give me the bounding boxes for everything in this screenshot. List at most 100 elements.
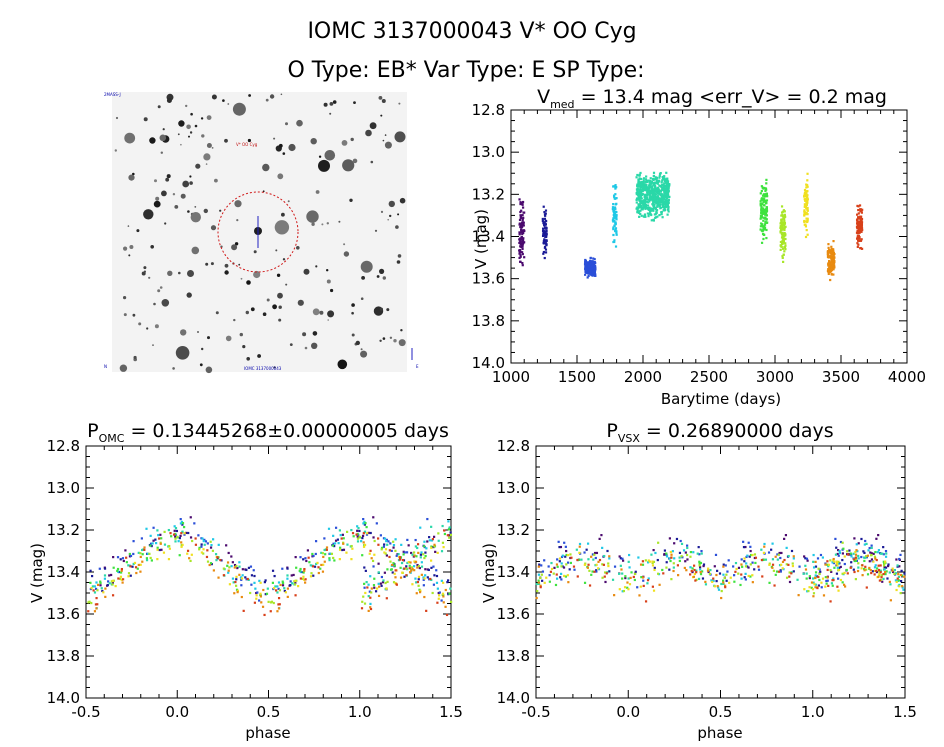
data-point — [740, 558, 743, 561]
data-point — [843, 562, 846, 566]
data-point — [562, 566, 566, 569]
data-point — [585, 271, 588, 274]
data-point — [663, 182, 666, 185]
data-point — [226, 561, 230, 564]
data-point — [128, 552, 131, 556]
data-point — [386, 568, 389, 571]
data-point — [322, 563, 325, 566]
data-point — [857, 562, 860, 565]
data-point — [734, 561, 738, 565]
data-point — [410, 569, 413, 572]
data-point — [334, 539, 338, 542]
data-point — [805, 186, 808, 189]
data-point — [665, 179, 668, 182]
data-point — [262, 588, 265, 592]
data-point — [779, 225, 782, 228]
data-point — [839, 540, 843, 544]
data-point — [363, 602, 367, 605]
data-point — [174, 540, 177, 543]
data-point — [601, 576, 604, 579]
data-point — [314, 540, 318, 543]
data-point — [283, 587, 286, 590]
data-point — [615, 210, 618, 214]
data-point — [556, 558, 559, 561]
data-point — [244, 576, 247, 579]
data-point — [683, 566, 686, 570]
data-point — [377, 594, 381, 598]
data-point — [620, 568, 623, 571]
data-point — [662, 202, 665, 205]
data-point — [597, 560, 600, 563]
data-point — [231, 577, 235, 580]
data-point — [797, 594, 800, 597]
data-point — [294, 594, 297, 597]
data-point — [741, 565, 744, 568]
data-point — [119, 575, 123, 578]
data-point — [857, 566, 860, 569]
star — [197, 331, 199, 333]
star — [115, 116, 119, 120]
data-point — [749, 575, 752, 578]
star — [306, 210, 319, 223]
data-point — [418, 591, 422, 594]
data-point — [897, 579, 901, 582]
data-point — [642, 185, 646, 189]
data-point — [810, 581, 814, 584]
data-point — [647, 215, 650, 218]
data-point — [671, 550, 674, 553]
data-point — [638, 215, 641, 218]
star — [233, 318, 236, 322]
data-point — [637, 206, 640, 209]
data-point — [763, 212, 767, 215]
data-point — [664, 206, 667, 209]
data-point — [545, 243, 548, 246]
data-point — [430, 539, 434, 542]
data-point — [836, 564, 839, 567]
data-point — [686, 544, 689, 547]
star — [273, 366, 276, 369]
data-point — [896, 577, 899, 580]
data-point — [762, 225, 766, 228]
data-point — [594, 564, 597, 567]
star — [397, 213, 400, 216]
data-point — [303, 567, 306, 571]
data-point — [518, 232, 521, 235]
data-point — [678, 551, 682, 555]
data-point — [559, 545, 563, 549]
data-point — [304, 578, 307, 581]
star — [205, 262, 209, 266]
data-point — [832, 557, 835, 561]
data-point — [882, 577, 885, 581]
data-point — [652, 218, 655, 221]
star — [262, 312, 267, 317]
y-tick-label: 13.4 — [47, 563, 80, 581]
data-point — [111, 594, 115, 597]
data-point — [96, 603, 99, 606]
data-point — [385, 539, 388, 543]
data-point — [885, 552, 888, 555]
data-point — [653, 182, 656, 185]
data-point — [619, 557, 622, 560]
data-point — [411, 567, 414, 571]
data-point — [791, 562, 794, 565]
data-point — [149, 544, 152, 547]
star — [157, 105, 161, 109]
data-point — [812, 577, 815, 580]
data-point — [647, 191, 651, 194]
data-point — [378, 585, 381, 588]
data-point — [684, 551, 687, 554]
data-point — [176, 535, 179, 538]
data-point — [803, 211, 806, 214]
data-point — [432, 565, 435, 568]
data-point — [520, 245, 523, 249]
data-point — [826, 576, 829, 579]
data-point — [899, 553, 902, 557]
data-point — [252, 569, 255, 572]
data-point — [294, 579, 297, 583]
data-point — [535, 582, 538, 586]
data-point — [830, 259, 833, 262]
data-point — [781, 215, 784, 218]
data-point — [621, 557, 624, 560]
data-point — [857, 234, 861, 237]
data-point — [666, 183, 670, 186]
